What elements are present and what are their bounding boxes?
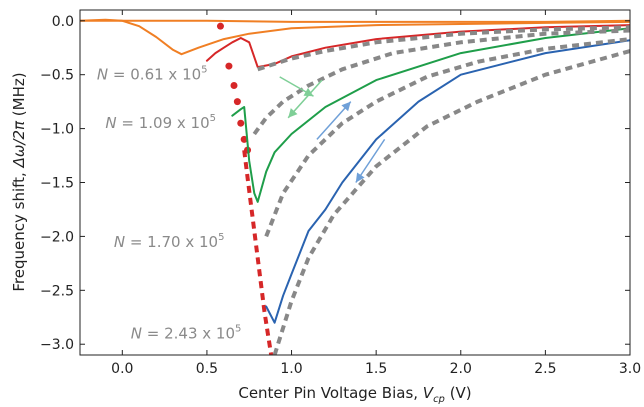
- series-line-0: [80, 18, 630, 56]
- n-annotation: N = 0.61 x 105: [97, 65, 208, 84]
- y-tick-label: −2.5: [40, 283, 74, 299]
- x-tick-label: 0.0: [111, 361, 133, 377]
- series-line-4: [242, 149, 274, 355]
- series-marker: [225, 62, 233, 70]
- arrow-layer: [279, 76, 386, 183]
- n-annotation: N = 1.09 x 105: [105, 113, 216, 132]
- tick-layer: 0.0 0.5 1.0 1.5 2.0 2.5 3.0 0.0 −0.5 −1.0 −1.5 −2.0…: [40, 10, 641, 377]
- series-line-7: [257, 25, 630, 72]
- plot-frame: [79, 9, 631, 356]
- series-line-5: [231, 27, 630, 203]
- series-marker: [216, 22, 224, 30]
- x-tick-label: 1.5: [365, 361, 387, 377]
- series-line-1: [80, 19, 630, 23]
- series-layer: [80, 18, 630, 355]
- y-axis-title: Frequency shift, Δω/2π (MHz): [10, 72, 28, 291]
- x-tick-label: 2.0: [450, 361, 472, 377]
- arrow-head: [355, 172, 365, 183]
- y-tick-label: −1.5: [40, 176, 74, 192]
- series-line-6: [265, 39, 630, 324]
- n-annotation: N = 2.43 x 105: [131, 323, 242, 342]
- series-marker: [233, 98, 241, 106]
- series-marker: [230, 81, 238, 89]
- y-tick-label: −0.5: [40, 68, 74, 84]
- x-tick-label: 2.5: [534, 361, 556, 377]
- y-tick-label: 0.0: [52, 14, 74, 30]
- y-tick-label: −2.0: [40, 229, 74, 245]
- series-marker: [240, 135, 248, 143]
- x-axis-title: Center Pin Voltage Bias, Vcp (V): [238, 384, 471, 405]
- x-tick-label: 1.0: [280, 361, 302, 377]
- y-tick-label: −3.0: [40, 337, 74, 353]
- x-tick-label: 0.5: [196, 361, 218, 377]
- annotation-layer: N = 0.61 x 105 N = 1.09 x 105 N = 1.70 x 1…: [97, 65, 241, 343]
- series-line-10: [272, 49, 630, 355]
- arrow-head: [288, 108, 298, 118]
- n-annotation: N = 1.70 x 105: [114, 232, 225, 251]
- series-line-8: [252, 28, 630, 136]
- x-tick-label: 3.0: [619, 361, 641, 377]
- series-line-2: [205, 24, 630, 69]
- series-marker: [237, 119, 245, 127]
- y-tick-label: −1.0: [40, 122, 74, 138]
- series-line-9: [264, 37, 630, 238]
- arrow-head: [303, 87, 314, 97]
- arrow-head: [341, 101, 351, 112]
